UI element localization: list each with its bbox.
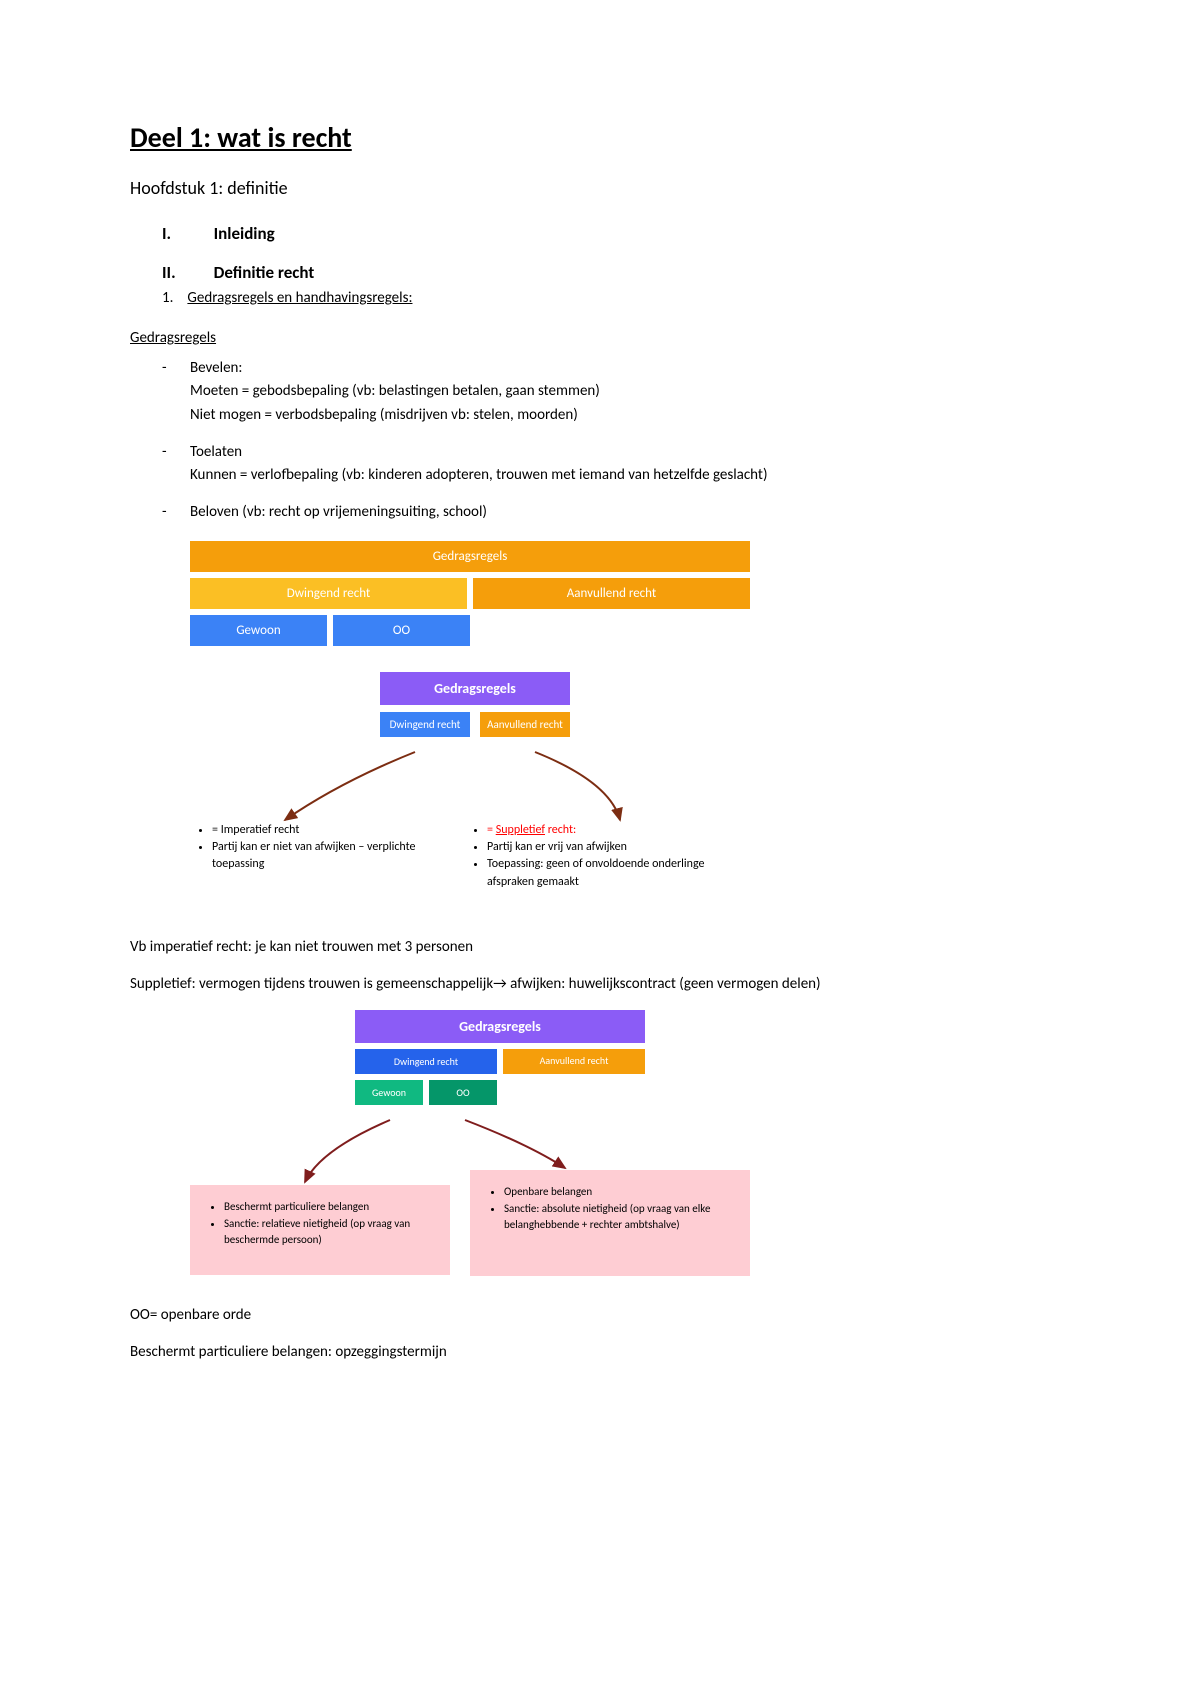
document-page: Deel 1: wat is recht Hoofdstuk 1: defini… [0,0,1200,1459]
bullet-line: Niet mogen = verbodsbepaling (misdrijven… [190,406,578,424]
chapter-heading: Hoofdstuk 1: definitie [130,177,1070,199]
bullet-line: = Suppletief recht: [487,822,745,839]
bullet-line: Sanctie: absolute nietigheid (op vraag v… [504,1201,740,1234]
sub-diagram: Gedragsregels Dwingend recht Aanvullend … [190,672,750,922]
page-title: Deel 1: wat is recht [130,120,1070,155]
bullet-title: Toelaten [190,443,242,461]
subsection: 1. Gedragsregels en handhavingsregels: [162,289,1070,307]
bullet-title: Beloven (vb: recht op vrijemeningsuiting… [190,503,487,521]
bullet-line: Partij kan er niet van afwijken – verpli… [212,839,440,874]
section-inleiding: I. Inleiding [130,223,1070,244]
list-item: Beloven (vb: recht op vrijemeningsuiting… [162,501,1070,524]
pink-box-right: Openbare belangen Sanctie: absolute niet… [470,1170,750,1276]
bullet-line: Moeten = gebodsbepaling (vb: belastingen… [190,382,600,400]
bullet-line: Kunnen = verlofbepaling (vb: kinderen ad… [190,466,768,484]
bullet-line: = Imperatief recht [212,822,440,839]
list-item: Toelaten Kunnen = verlofbepaling (vb: ki… [162,441,1070,488]
bullet-list: Bevelen: Moeten = gebodsbepaling (vb: be… [162,357,1070,525]
subsection-number: 1. [162,289,184,307]
diagram-box-aanvullend: Aanvullend recht [473,578,750,609]
underlined-heading: Gedragsregels [130,329,1070,347]
paragraph: OO= openbare orde [130,1304,1070,1327]
section-label: Inleiding [214,223,275,244]
diagram-gedragsregels-1: Gedragsregels Dwingend recht Aanvullend … [190,541,750,922]
diagram-header-box: Gedragsregels [190,541,750,572]
bullet-title: Bevelen: [190,359,242,377]
list-item: Bevelen: Moeten = gebodsbepaling (vb: be… [162,357,1070,427]
section-label: Definitie recht [214,262,315,283]
pink-box-left: Beschermt particuliere belangen Sanctie:… [190,1185,450,1275]
diagram-box-gewoon: Gewoon [190,615,327,646]
section-number: I. [130,223,210,244]
section-number: II. [130,262,210,283]
bullet-line: Partij kan er vrij van afwijken [487,839,745,856]
paragraph: Vb imperatief recht: je kan niet trouwen… [130,936,1070,959]
diagram-box-dwingend: Dwingend recht [190,578,467,609]
bullet-line: Sanctie: relatieve nietigheid (op vraag … [224,1216,440,1249]
subdiagram-left-bullets: = Imperatief recht Partij kan er niet va… [190,822,440,874]
diagram-box-oo: OO [333,615,470,646]
paragraph: Suppletief: vermogen tijdens trouwen is … [130,973,1070,996]
bullet-line: Openbare belangen [504,1184,740,1201]
diagram-gedragsregels-2: Gedragsregels Dwingend recht Aanvullend … [190,1010,750,1290]
bullet-line: Toepassing: geen of onvoldoende onderlin… [487,856,745,891]
subdiagram-right-bullets: = Suppletief recht: Partij kan er vrij v… [465,822,745,892]
subsection-label: Gedragsregels en handhavingsregels: [187,289,412,307]
section-definitie: II. Definitie recht [130,262,1070,283]
bullet-line: Beschermt particuliere belangen [224,1199,440,1216]
paragraph: Beschermt particuliere belangen: opzeggi… [130,1341,1070,1364]
